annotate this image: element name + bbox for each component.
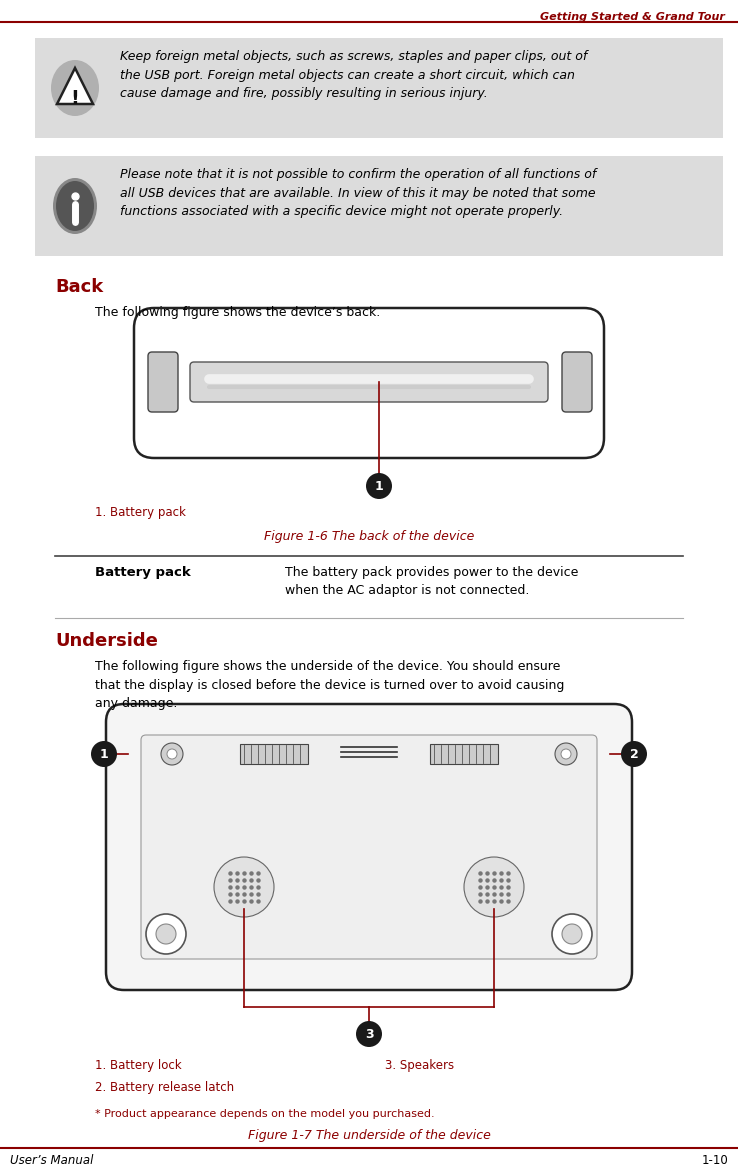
Text: Battery pack: Battery pack [95,566,190,579]
Ellipse shape [56,180,94,231]
Circle shape [167,749,177,759]
FancyBboxPatch shape [106,704,632,990]
FancyBboxPatch shape [562,352,592,413]
Ellipse shape [53,178,97,234]
Text: Figure 1-7 The underside of the device: Figure 1-7 The underside of the device [247,1129,491,1142]
Text: Please note that it is not possible to confirm the operation of all functions of: Please note that it is not possible to c… [120,168,596,218]
Text: 1-10: 1-10 [701,1154,728,1167]
Ellipse shape [51,60,99,116]
Text: !: ! [71,89,80,108]
Text: 1: 1 [375,479,383,492]
Text: The following figure shows the device’s back.: The following figure shows the device’s … [95,306,380,319]
FancyBboxPatch shape [35,38,723,138]
Circle shape [356,1021,382,1047]
FancyBboxPatch shape [148,352,178,413]
Circle shape [555,743,577,765]
FancyBboxPatch shape [141,735,597,959]
Text: Underside: Underside [55,632,158,650]
Circle shape [214,857,274,917]
Text: 2: 2 [630,748,638,761]
Circle shape [161,743,183,765]
Text: The following figure shows the underside of the device. You should ensure
that t: The following figure shows the underside… [95,660,565,710]
Text: * Product appearance depends on the model you purchased.: * Product appearance depends on the mode… [95,1109,435,1119]
Circle shape [464,857,524,917]
Circle shape [366,473,392,499]
Circle shape [91,741,117,766]
Polygon shape [57,68,93,104]
Text: 1. Battery lock: 1. Battery lock [95,1059,182,1072]
Text: Getting Started & Grand Tour: Getting Started & Grand Tour [540,12,725,22]
Circle shape [621,741,647,766]
FancyBboxPatch shape [134,308,604,458]
Text: Figure 1-6 The back of the device: Figure 1-6 The back of the device [263,530,475,543]
Circle shape [561,749,571,759]
FancyBboxPatch shape [190,362,548,402]
Text: 2. Battery release latch: 2. Battery release latch [95,1081,234,1093]
Circle shape [146,914,186,954]
Text: Back: Back [55,278,103,297]
Text: 3. Speakers: 3. Speakers [385,1059,454,1072]
FancyBboxPatch shape [430,744,498,764]
Text: The battery pack provides power to the device
when the AC adaptor is not connect: The battery pack provides power to the d… [285,566,579,597]
Text: 3: 3 [365,1028,373,1041]
FancyBboxPatch shape [240,744,308,764]
Text: User’s Manual: User’s Manual [10,1154,94,1167]
Text: 1: 1 [100,748,108,761]
Circle shape [156,924,176,943]
FancyBboxPatch shape [35,156,723,255]
Circle shape [552,914,592,954]
Text: 1. Battery pack: 1. Battery pack [95,506,186,519]
Text: Keep foreign metal objects, such as screws, staples and paper clips, out of
the : Keep foreign metal objects, such as scre… [120,50,587,100]
Circle shape [562,924,582,943]
